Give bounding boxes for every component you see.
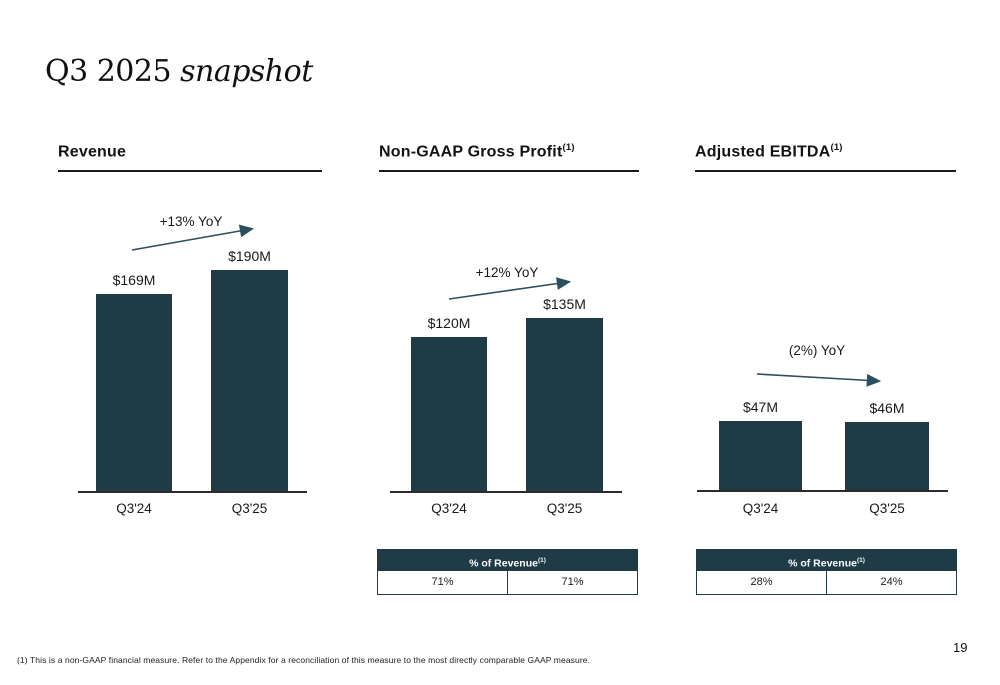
page-title: Q3 2025 snapshot (45, 54, 313, 89)
pct-of-revenue-table-adjusted-ebitda: % of Revenue(1) 28% 24% (696, 549, 957, 595)
bar-q3-24 (96, 294, 172, 491)
table-header-label: % of Revenue (469, 557, 538, 570)
section-header-rule (695, 170, 956, 172)
table-header: % of Revenue(1) (697, 550, 956, 571)
bar-q3-25 (845, 422, 929, 490)
bar-category-label: Q3'24 (116, 501, 152, 516)
section-header-gross-profit: Non-GAAP Gross Profit(1) (379, 142, 639, 172)
page-number: 19 (953, 640, 968, 655)
x-axis-line (390, 491, 622, 493)
bar-value-label: $190M (228, 248, 271, 264)
section-header-gross-profit-label: Non-GAAP Gross Profit (379, 143, 563, 161)
section-header-adjusted-ebitda-superscript: (1) (830, 142, 843, 153)
bar-category-label: Q3'25 (546, 501, 583, 516)
section-header-adjusted-ebitda-label: Adjusted EBITDA (695, 143, 831, 161)
page-title-italic: snapshot (180, 54, 313, 89)
page-title-regular: Q3 2025 (45, 54, 181, 89)
bar-value-label: $120M (427, 315, 471, 331)
section-header-rule (58, 170, 322, 172)
table-body: 28% 24% (697, 571, 956, 594)
section-header-adjusted-ebitda: Adjusted EBITDA(1) (695, 142, 956, 172)
table-cell-q3-24: 28% (750, 576, 773, 588)
table-cell-q3-25: 24% (826, 571, 956, 594)
footnote: (1) This is a non-GAAP financial measure… (17, 655, 591, 665)
section-header-rule (379, 170, 639, 172)
bar-category-label: Q3'24 (742, 501, 779, 516)
bar-q3-24 (411, 337, 487, 491)
section-header-revenue: Revenue (58, 142, 322, 172)
yoy-arrow (756, 373, 882, 387)
bar-category-label: Q3'25 (231, 501, 268, 516)
bar-value-label: $46M (869, 400, 905, 416)
bar-value-label: $135M (543, 296, 586, 312)
yoy-change-label: (2%) YoY (788, 343, 846, 358)
bar-value-label: $47M (742, 399, 779, 415)
x-axis-line (697, 490, 948, 492)
pct-of-revenue-table-gross-profit: % of Revenue(1) 71% 71% (377, 549, 638, 595)
x-axis-line (78, 491, 307, 493)
bar-q3-25 (211, 270, 288, 491)
yoy-change-label: +12% YoY (475, 265, 539, 280)
table-header: % of Revenue(1) (378, 550, 637, 571)
table-cell-q3-25: 71% (507, 571, 637, 594)
table-body: 71% 71% (378, 571, 637, 594)
table-header-superscript: (1) (856, 557, 865, 564)
table-header-label: % of Revenue (788, 557, 857, 570)
table-header-superscript: (1) (537, 557, 546, 564)
bar-category-label: Q3'25 (869, 501, 905, 516)
bar-value-label: $169M (112, 272, 156, 288)
bar-q3-25 (526, 318, 603, 491)
bar-category-label: Q3'24 (431, 501, 467, 516)
yoy-arrow (131, 224, 255, 251)
bar-q3-24 (719, 421, 802, 490)
table-cell-q3-24: 71% (431, 576, 454, 588)
section-header-revenue-label: Revenue (58, 143, 127, 161)
section-header-gross-profit-superscript: (1) (562, 142, 575, 153)
yoy-change-label: +13% YoY (159, 214, 223, 229)
